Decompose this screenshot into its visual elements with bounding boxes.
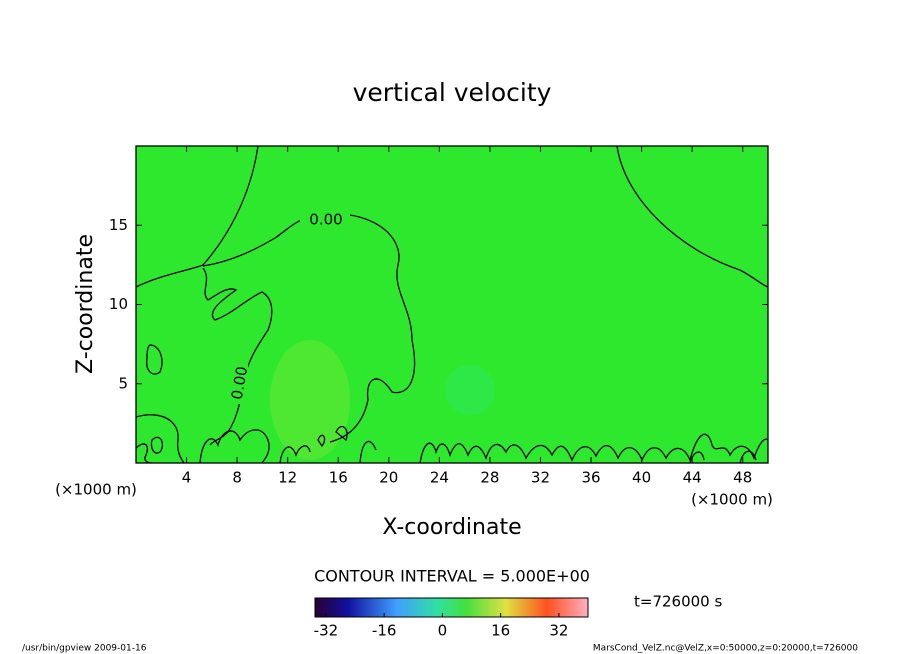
y-axis-label: Z-coordinate [73,234,98,374]
contour-line [136,414,185,463]
x-tick-label: 28 [480,469,499,487]
x-tick-label: 32 [531,469,550,487]
shading [445,365,495,415]
contour-line [202,213,416,443]
x-axis-label: X-coordinate [382,515,521,540]
contour-interval: CONTOUR INTERVAL = 5.000E+00 [314,567,590,586]
x-tick-label: 8 [232,469,242,487]
footer-left: /usr/bin/gpview 2009-01-16 [22,644,147,654]
footer-right: MarsCond_VelZ.nc@VelZ,x=0:50000,z=0:2000… [593,644,858,654]
contour-line [419,433,768,463]
contour-label: 0.00 [228,365,252,401]
colorbar-tick-label: -16 [372,622,397,640]
x-tick-label: 24 [430,469,449,487]
x-tick-label: 16 [329,469,348,487]
plot-area [136,146,768,463]
x-unit-label: (×1000 m) [691,491,773,509]
label-background [300,212,350,228]
x-tick-label: 4 [182,469,192,487]
x-tick-label: 40 [632,469,651,487]
x-tick-label: 44 [683,469,702,487]
contour-line [202,267,273,446]
contour-line [616,146,768,288]
x-tick-label: 36 [581,469,600,487]
contour-line [199,429,270,463]
y-tick-label: 5 [118,374,128,392]
time-label: t=726000 s [634,593,722,611]
field [136,146,768,463]
x-tick-label: 12 [278,469,297,487]
label-background [232,362,248,404]
contour-label: 0.00 [309,211,342,229]
x-tick-label: 20 [379,469,398,487]
y-unit-label: (×1000 m) [55,481,137,499]
shading [270,340,350,460]
y-tick-label: 15 [109,216,128,234]
contours [136,146,768,463]
colorbar [314,597,589,618]
colorbar-tick-label: 16 [491,622,510,640]
colorbar-tick-label: 0 [438,622,448,640]
contour-line [689,450,757,463]
contour-line [279,425,377,463]
colorbar-tick-label: -32 [314,622,339,640]
y-tick-label: 10 [109,295,128,313]
contour-line [136,146,259,288]
contour-line [146,344,163,375]
colorbar-tick-label: 32 [549,622,568,640]
x-tick-label: 48 [733,469,752,487]
chart-title: vertical velocity [353,78,552,107]
